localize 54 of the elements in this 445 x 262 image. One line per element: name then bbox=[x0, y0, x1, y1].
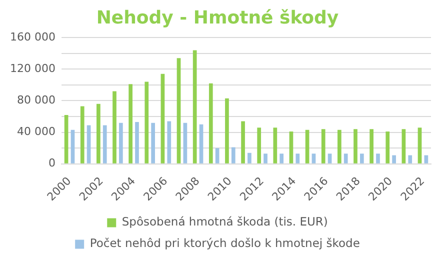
y-tick-label: 80 000 bbox=[16, 94, 56, 107]
bar bbox=[305, 130, 310, 164]
bar bbox=[408, 155, 412, 164]
bar bbox=[312, 154, 316, 164]
bar bbox=[424, 155, 428, 164]
y-tick-label: 120 000 bbox=[10, 62, 56, 76]
bar bbox=[151, 122, 155, 164]
bar bbox=[102, 125, 107, 164]
chart-title: Nehody - Hmotné škody bbox=[96, 7, 339, 28]
bar bbox=[183, 122, 188, 164]
bar bbox=[215, 148, 220, 164]
y-tick-label: 160 000 bbox=[10, 30, 56, 44]
bar bbox=[402, 129, 406, 164]
bar bbox=[273, 128, 278, 164]
bar bbox=[128, 84, 132, 164]
bar bbox=[296, 154, 300, 164]
bar bbox=[70, 130, 75, 164]
bar bbox=[338, 130, 342, 164]
bar bbox=[225, 98, 229, 164]
bar bbox=[392, 155, 396, 164]
bar bbox=[119, 122, 123, 164]
y-tick-label: 0 bbox=[48, 156, 56, 170]
bar bbox=[360, 154, 364, 164]
legend-label: Počet nehôd pri ktorých došlo k hmotnej škode bbox=[90, 236, 360, 250]
bar bbox=[96, 104, 100, 164]
bar bbox=[370, 129, 374, 164]
bar bbox=[135, 122, 139, 164]
bar bbox=[248, 152, 252, 164]
bar bbox=[241, 121, 245, 164]
bar bbox=[264, 154, 268, 164]
bar bbox=[376, 154, 380, 164]
bar bbox=[192, 50, 197, 164]
bar bbox=[208, 83, 213, 164]
bar bbox=[80, 106, 84, 164]
y-tick-label: 40 000 bbox=[16, 125, 56, 138]
bar bbox=[231, 147, 236, 164]
bar bbox=[280, 154, 284, 164]
bar bbox=[289, 132, 294, 164]
bar bbox=[167, 121, 172, 164]
bar bbox=[176, 58, 181, 164]
bar bbox=[344, 154, 348, 164]
bar bbox=[112, 91, 116, 164]
bar bbox=[160, 74, 165, 164]
bar bbox=[257, 128, 262, 164]
bar bbox=[86, 125, 91, 164]
bar bbox=[144, 82, 149, 164]
bar bbox=[418, 128, 422, 164]
bar bbox=[64, 114, 68, 164]
bar bbox=[386, 132, 390, 164]
bar bbox=[354, 129, 358, 164]
bar bbox=[321, 129, 326, 164]
legend-label: Spôsobená hmotná škoda (tis. EUR) bbox=[122, 214, 328, 229]
bar bbox=[199, 124, 204, 164]
bar bbox=[328, 154, 332, 164]
